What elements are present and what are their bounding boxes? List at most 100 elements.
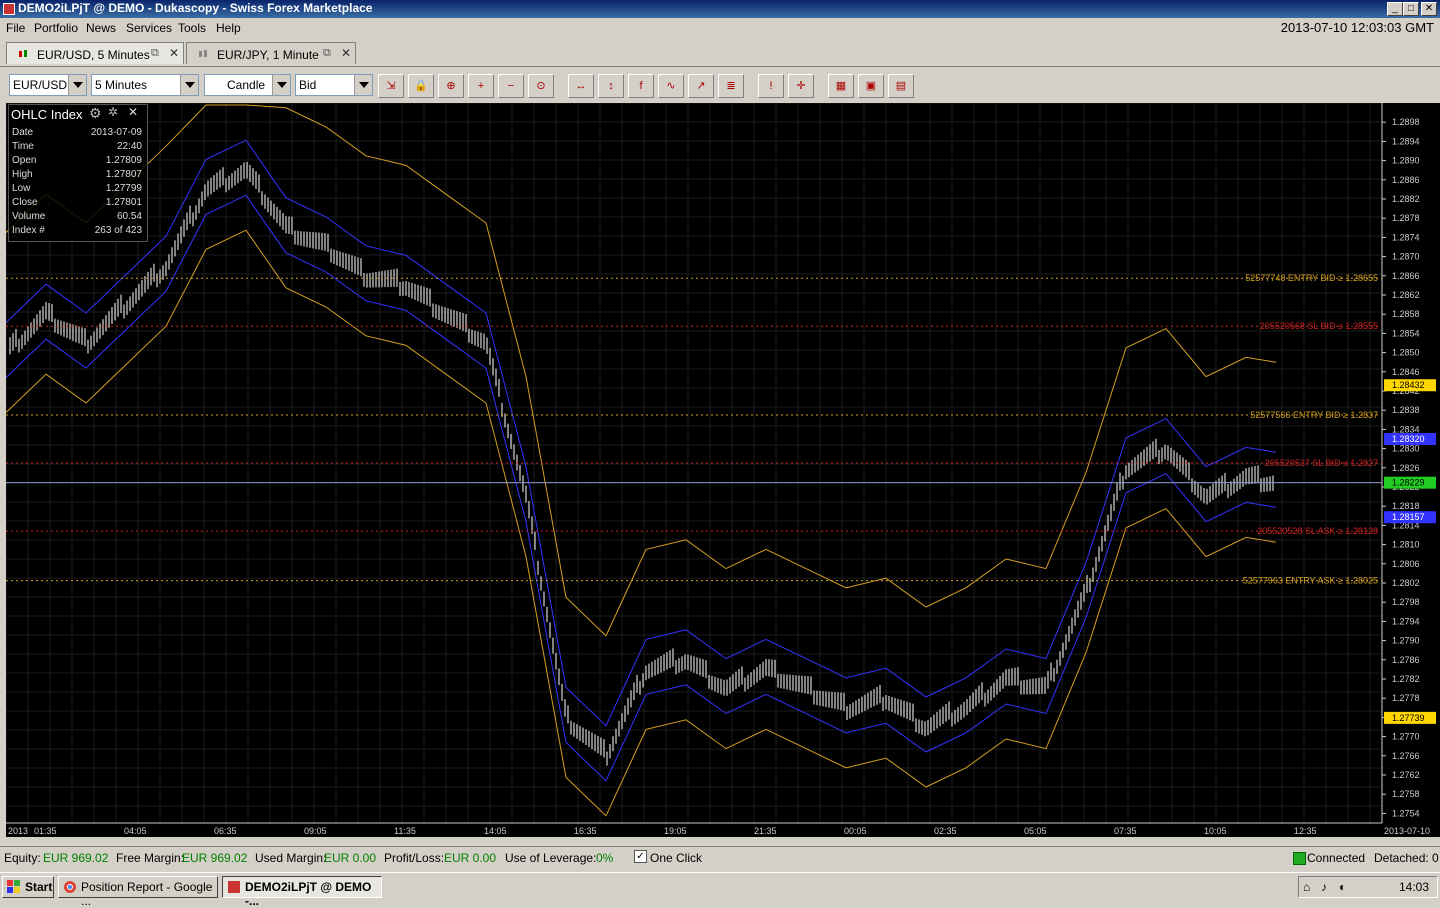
notes-icon: ≣ bbox=[726, 80, 736, 92]
connection-status-icon bbox=[1293, 852, 1306, 865]
x-tick-label: 14:05 bbox=[484, 826, 507, 836]
equity-value: EUR 969.02 bbox=[43, 851, 109, 865]
y-tick-label: 1.2766 bbox=[1392, 751, 1420, 761]
y-tick-label: 1.2802 bbox=[1392, 578, 1420, 588]
price-tag-label: 1.28157 bbox=[1392, 512, 1425, 522]
alert-icon: ! bbox=[769, 80, 773, 92]
cursor-icon: ⇲ bbox=[386, 80, 396, 92]
gear-icon[interactable]: ⚙ bbox=[89, 105, 102, 121]
y-tick-label: 1.2830 bbox=[1392, 444, 1420, 454]
taskbar-item-chrome[interactable]: Position Report - Google ... bbox=[58, 876, 218, 908]
x-tick-label: 07:35 bbox=[1114, 826, 1137, 836]
order-line-label: 52577748 ENTRY BID ≥ 1.28655 bbox=[1245, 273, 1378, 283]
profit-loss-label: Profit/Loss: bbox=[384, 851, 445, 865]
formula-button[interactable]: f bbox=[628, 74, 654, 98]
y-tick-label: 1.2790 bbox=[1392, 636, 1420, 646]
close-icon[interactable]: ✕ bbox=[128, 105, 139, 119]
zoom-reset-button[interactable]: ⊙ bbox=[528, 74, 554, 98]
template-button[interactable]: ▤ bbox=[888, 74, 914, 98]
ohlc-row-value: 263 of 423 bbox=[94, 225, 142, 236]
chart-type-select[interactable]: Candle bbox=[204, 74, 291, 96]
grid-button[interactable]: ▦ bbox=[828, 74, 854, 98]
security-icon[interactable]: ◐ bbox=[1339, 880, 1347, 894]
shift-button[interactable]: ↔ bbox=[568, 74, 594, 98]
start-label: Start bbox=[25, 880, 53, 894]
chart-tabs: EUR/USD, 5 Minutes ⧉ ✕ EUR/JPY, 1 Minute… bbox=[0, 38, 1440, 67]
maximize-button[interactable]: □ bbox=[1403, 2, 1419, 16]
zoom-fit-icon: ⊕ bbox=[446, 80, 456, 92]
ohlc-row: High 1.27807 bbox=[12, 169, 142, 180]
ohlc-title: OHLC Index bbox=[11, 107, 83, 122]
ohlc-row-label: High bbox=[12, 169, 33, 180]
indicator-button[interactable]: ∿ bbox=[658, 74, 684, 98]
free-margin-value: EUR 969.02 bbox=[182, 851, 248, 865]
minimize-button[interactable]: _ bbox=[1387, 2, 1403, 16]
shift-icon: ↔ bbox=[575, 80, 587, 92]
offer-side-select[interactable]: Bid bbox=[295, 74, 373, 96]
y-tick-label: 1.2858 bbox=[1392, 309, 1420, 319]
popout-icon[interactable]: ⧉ bbox=[323, 47, 331, 59]
signal-button[interactable]: ↗ bbox=[688, 74, 714, 98]
price-chart[interactable]: 1.2898 1.2894 1.2890 1.2886 1.2882 1.2878 1.28… bbox=[5, 102, 1440, 837]
y-tick-label: 1.2838 bbox=[1392, 405, 1420, 415]
price-tag bbox=[1384, 433, 1436, 445]
zoom-out-button[interactable]: − bbox=[498, 74, 524, 98]
y-tick-label: 1.2870 bbox=[1392, 252, 1420, 262]
zoom-in-button[interactable]: + bbox=[468, 74, 494, 98]
order-line-label: 205520528 SL ASK ≥ 1.28128 bbox=[1257, 526, 1378, 536]
y-tick-label: 1.2898 bbox=[1392, 117, 1420, 127]
chart-canvas[interactable]: 1.2898 1.2894 1.2890 1.2886 1.2882 1.2878 1.28… bbox=[5, 102, 1440, 837]
tab-eurusd[interactable]: EUR/USD, 5 Minutes ⧉ ✕ bbox=[6, 42, 184, 64]
x-tick-label: 11:35 bbox=[394, 826, 416, 836]
y-tick-label: 1.2810 bbox=[1392, 540, 1420, 550]
vertical-line-button[interactable]: ↕ bbox=[598, 74, 624, 98]
close-tab-icon[interactable]: ✕ bbox=[169, 46, 180, 60]
close-tab-icon[interactable]: ✕ bbox=[341, 46, 352, 60]
volume-icon[interactable]: ♪ bbox=[1321, 880, 1327, 894]
alert-button[interactable]: ! bbox=[758, 74, 784, 98]
band-upper bbox=[5, 104, 1277, 637]
period-select[interactable]: 5 Minutes bbox=[91, 74, 199, 96]
settings-icon[interactable]: ✲ bbox=[108, 105, 119, 119]
ohlc-row: Date 2013-07-09 bbox=[12, 127, 142, 138]
tab-label: EUR/USD, 5 Minutes bbox=[37, 48, 150, 62]
band-lower bbox=[5, 229, 1277, 817]
start-button[interactable]: Start bbox=[2, 876, 54, 898]
y-tick-label: 1.2806 bbox=[1392, 559, 1420, 569]
crosshair-icon: ✛ bbox=[796, 80, 806, 92]
signal-icon: ↗ bbox=[696, 80, 706, 92]
close-window-button[interactable]: ✕ bbox=[1421, 2, 1437, 16]
y-tick-label: 1.2786 bbox=[1392, 655, 1420, 665]
menu-help[interactable]: Help bbox=[216, 21, 241, 35]
taskbar-item-label: Position Report - Google ... bbox=[81, 880, 213, 908]
taskbar-item-dukascopy[interactable]: DEMO2iLPjT @ DEMO -... bbox=[222, 876, 382, 908]
popout-icon[interactable]: ⧉ bbox=[151, 47, 159, 59]
zoom-out-icon: − bbox=[507, 80, 515, 92]
tab-eurjpy[interactable]: EUR/JPY, 1 Minute ⧉ ✕ bbox=[186, 42, 356, 64]
menu-tools[interactable]: Tools bbox=[178, 21, 207, 35]
crosshair-button[interactable]: ✛ bbox=[788, 74, 814, 98]
zoom-fit-button[interactable]: ⊕ bbox=[438, 74, 464, 98]
server-clock: 2013-07-10 12:03:03 GMT bbox=[1280, 20, 1434, 35]
lock-button[interactable]: 🔒 bbox=[408, 74, 434, 98]
menu-file[interactable]: File bbox=[6, 21, 26, 35]
ohlc-index-panel[interactable]: OHLC Index ⚙ ✲ ✕ Date 2013-07-09 Time 22:40… bbox=[8, 104, 148, 242]
zoom-in-icon: + bbox=[477, 80, 485, 92]
order-line-label: 52577963 ENTRY ASK ≥ 1.28025 bbox=[1243, 576, 1378, 586]
notes-button[interactable]: ≣ bbox=[718, 74, 744, 98]
price-tag bbox=[1384, 511, 1436, 524]
window-title: DEMO2iLPjT @ DEMO - Dukascopy - Swiss Fo… bbox=[18, 1, 373, 15]
app-icon bbox=[3, 3, 15, 15]
ohlc-row: Index # 263 of 423 bbox=[12, 225, 142, 236]
menu-services[interactable]: Services bbox=[126, 21, 173, 35]
price-tag bbox=[1384, 379, 1436, 392]
instrument-value: EUR/USD bbox=[13, 78, 68, 92]
network-icon[interactable]: ⌂ bbox=[1303, 880, 1311, 894]
instrument-select[interactable]: EUR/USD bbox=[9, 74, 87, 96]
one-click-checkbox[interactable]: ✓ bbox=[634, 850, 647, 863]
save-button[interactable]: ▣ bbox=[858, 74, 884, 98]
menu-portfolio[interactable]: Portfolio bbox=[34, 21, 79, 35]
tray-clock: 14:03 bbox=[1398, 880, 1429, 894]
menu-news[interactable]: News bbox=[86, 21, 117, 35]
cursor-button[interactable]: ⇲ bbox=[378, 74, 404, 98]
